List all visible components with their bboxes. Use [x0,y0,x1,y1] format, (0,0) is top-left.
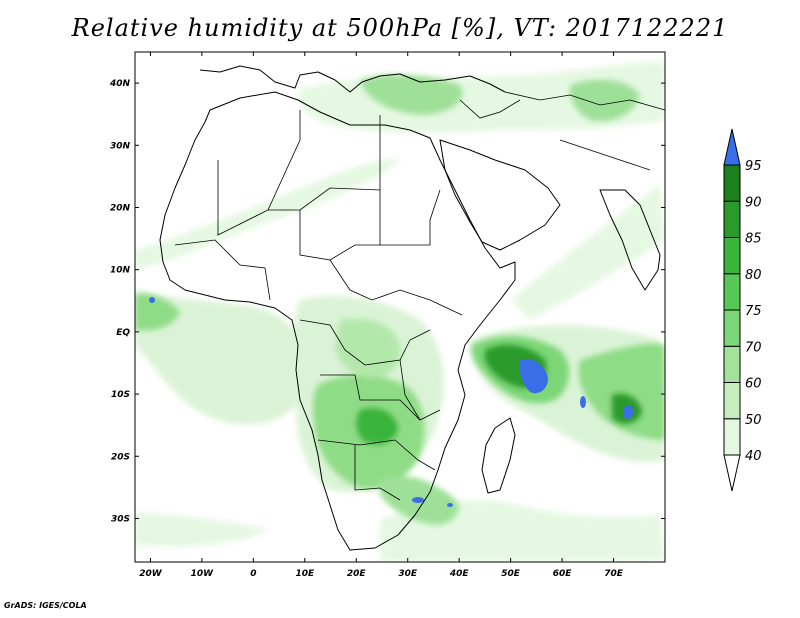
humidity-peak-zambia [356,408,398,445]
india-coastline [599,189,661,291]
colorbar-segment [723,273,741,311]
colorbar-segment [723,164,741,202]
humidity-max-natal [412,497,424,503]
humidity-field [135,61,665,562]
humidity-core-congo [335,318,401,378]
colorbar-segment [723,345,741,383]
lat-tick-label: 30N [110,141,131,151]
colorbar-label: 90 [745,195,762,210]
grads-credit: GrADS: IGES/COLA [4,601,87,610]
lon-tick-label: 10W [191,569,215,579]
axis-ticks: 40N 30N 20N 10N EQ 10S 20S 30S 20W 10W 0 10E 20E 30E 4… [109,52,665,579]
map-frame [134,51,666,563]
border-line [329,244,380,261]
africa-coastline [159,91,516,551]
lon-tick-label: 40E [449,569,470,579]
colorbar-segment [723,418,741,456]
border-line [559,139,651,171]
lat-tick-label: 30S [111,514,130,524]
border-line [379,189,441,246]
humidity-max-indian-ocean [519,359,548,394]
colorbar-label: 85 [745,232,762,247]
colorbar-segment [723,382,741,420]
lon-tick-label: 10E [295,569,315,579]
lon-tick-label: 0 [250,569,256,579]
colorbar-max-arrow [723,128,741,166]
border-line [320,374,441,421]
lon-tick-label: 50E [501,569,521,579]
border-line [174,239,271,301]
colorbar-label: 70 [745,340,762,355]
humidity-core-west-africa [135,293,180,331]
coastlines [159,65,661,551]
colorbar-segment [723,200,741,238]
colorbar-segment [723,309,741,347]
political-borders [174,91,665,501]
humidity-core-caspian [569,79,640,122]
arabia-coastline [439,139,561,251]
humidity-core-turkey [360,74,463,115]
humidity-region-sahara-band [135,158,400,270]
colorbar-label: 50 [745,413,762,428]
colorbar-label: 80 [745,268,762,283]
humidity-max-ocean-east [623,405,633,419]
border-line [317,439,436,471]
lat-tick-label: 20S [111,452,130,462]
border-line [459,99,521,119]
lon-tick-label: 60E [553,569,573,579]
humidity-region-arabian-sea [510,185,665,320]
europe-coastline [199,65,506,93]
humidity-core-east-ocean [578,343,665,440]
colorbar: 40 50 60 70 75 80 85 90 95 [723,128,762,492]
humidity-max-mozambique-channel [447,503,453,507]
humidity-region-southwest [135,512,270,547]
humidity-region-gulf-guinea [135,290,308,425]
lat-tick-label: EQ [116,328,130,338]
border-line [268,115,381,211]
lat-tick-label: 20N [110,203,131,213]
humidity-max-west-africa [149,297,155,303]
humidity-max-ocean-mid [580,396,586,408]
colorbar-label: 60 [745,377,762,392]
lat-tick-label: 10S [111,390,130,400]
chart-title: Relative humidity at 500hPa [%], VT: 201… [71,14,729,42]
border-line [299,319,431,366]
colorbar-segment [723,237,741,275]
lat-tick-label: 10N [110,266,131,276]
colorbar-label: 75 [745,304,762,319]
madagascar-coastline [481,417,516,494]
lon-tick-label: 30E [398,569,418,579]
border-line [504,91,665,111]
colorbar-min-arrow [723,454,741,492]
lon-tick-label: 20W [139,569,163,579]
lat-tick-label: 40N [109,79,131,89]
border-line [399,359,421,421]
border-line [299,210,463,316]
colorbar-label: 40 [745,449,762,464]
lon-tick-label: 70E [604,569,624,579]
border-line [354,445,401,501]
colorbar-label: 95 [745,159,762,174]
lon-tick-label: 20E [347,569,367,579]
